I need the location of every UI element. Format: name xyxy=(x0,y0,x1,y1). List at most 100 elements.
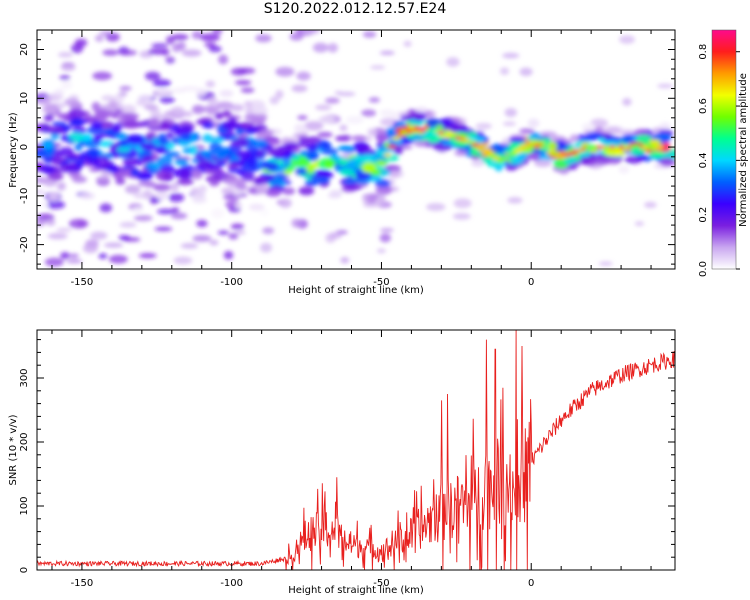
spectrogram-cell xyxy=(454,149,468,157)
spectrogram-cell xyxy=(636,134,652,144)
spectrogram-cell xyxy=(121,112,140,121)
spectrogram-cell xyxy=(519,128,535,134)
snr-xtick-label: -100 xyxy=(220,578,243,589)
spectrogram-cell xyxy=(188,145,198,155)
snr-xtick-label: -150 xyxy=(71,578,94,589)
spectrogram-cell xyxy=(502,137,511,146)
spectrogram-cell xyxy=(113,94,125,103)
spectrogram-core xyxy=(386,144,397,149)
spectrogram-speckle xyxy=(119,221,137,228)
spectrogram-speckle xyxy=(181,49,202,57)
spectrogram-speckle xyxy=(260,242,273,253)
spectrogram-cell xyxy=(43,180,57,187)
spectrogram-speckle xyxy=(173,256,193,265)
spectrogram-speckle xyxy=(74,38,88,48)
spectrogram-xlabel: Height of straight line (km) xyxy=(288,285,424,296)
spectrogram-cell xyxy=(547,141,558,151)
snr-line xyxy=(37,330,675,570)
spectrogram-cell xyxy=(176,178,194,186)
spectrogram-speckle xyxy=(218,54,229,65)
spectrogram-core xyxy=(383,153,391,157)
spectrogram-cell xyxy=(294,123,307,133)
spectrogram-speckle xyxy=(622,98,632,106)
spectrogram-speckle xyxy=(446,57,460,67)
spectrogram-cell xyxy=(490,143,505,153)
spectrogram-cell xyxy=(214,113,224,120)
spectrogram-cell xyxy=(345,115,364,124)
colorbar-ticks: 0.0 0.2 0.4 0.6 0.8 xyxy=(698,44,740,277)
spectrogram-core xyxy=(492,156,501,161)
spectrogram-speckle xyxy=(90,231,108,240)
spectrogram-cell xyxy=(135,100,146,106)
spectrogram-cell xyxy=(232,188,242,197)
spectrogram-speckle xyxy=(149,114,168,119)
spectrogram-speckle xyxy=(324,97,340,104)
spectrogram-cell xyxy=(265,188,282,197)
spectrogram-core xyxy=(517,146,526,151)
spectrogram-cell xyxy=(111,124,122,134)
spectrogram-cell xyxy=(580,156,590,165)
spectrogram-cell xyxy=(43,114,54,122)
spectrogram-speckle xyxy=(59,75,71,81)
spectrogram-cell xyxy=(604,136,622,142)
spectrogram-speckle xyxy=(297,115,308,121)
spectrogram-cell xyxy=(653,132,670,140)
spectrogram-cell xyxy=(101,95,115,102)
spectrogram-cell xyxy=(593,157,611,166)
spectrogram-cell xyxy=(209,181,220,187)
colorbar-tick-label: 0.8 xyxy=(698,44,709,60)
spectrogram-cell xyxy=(87,148,100,157)
spectrogram-speckle xyxy=(296,71,311,81)
spectrogram-cell xyxy=(393,145,403,156)
spectrogram-speckle xyxy=(68,253,79,258)
spectrogram-cell xyxy=(235,150,252,159)
spectrogram-cell xyxy=(96,155,110,162)
spectrogram-speckle xyxy=(170,212,188,220)
spectrogram-cell xyxy=(351,135,367,142)
spectrogram-cell xyxy=(427,134,438,144)
spectrogram-cell xyxy=(259,208,270,217)
spectrogram-cell xyxy=(335,135,348,142)
snr-ytick-label: 200 xyxy=(19,432,30,451)
spectrogram-cell xyxy=(621,134,634,144)
spectrogram-speckle xyxy=(379,233,392,243)
spectrogram-cell xyxy=(37,99,52,105)
spectrogram-speckle xyxy=(209,239,219,246)
spectrogram-cell xyxy=(581,123,596,131)
spectrogram-speckle xyxy=(598,261,613,266)
spectrogram-speckle xyxy=(291,84,308,93)
spectrogram-cell xyxy=(231,137,249,147)
spectrogram-speckle xyxy=(619,35,635,44)
spectrogram-cell xyxy=(508,137,526,143)
spectrogram-core xyxy=(656,145,664,149)
spectrogram-cell xyxy=(42,165,55,175)
spectrogram-cell xyxy=(337,145,352,152)
spectrogram-speckle xyxy=(362,30,377,38)
spectrogram-speckle xyxy=(403,40,412,48)
spectrogram-cell xyxy=(339,168,355,176)
spectrogram-cell xyxy=(405,113,424,119)
spectrogram-cell xyxy=(109,165,119,173)
spectrogram-cell xyxy=(132,207,144,214)
spectrogram-speckle xyxy=(180,243,199,249)
spectrogram-ytick-label: -20 xyxy=(19,236,30,252)
spectrogram-cell xyxy=(144,181,157,188)
spectrogram-cell xyxy=(241,164,259,173)
spectrogram-cell xyxy=(198,185,208,193)
spectrogram-speckle xyxy=(657,83,674,89)
spectrogram-cell xyxy=(144,104,159,111)
spectrogram-cell xyxy=(323,159,335,169)
spectrogram-cell xyxy=(352,155,366,161)
spectrogram-speckle xyxy=(230,223,245,230)
spectrogram-cell xyxy=(74,143,83,152)
snr-ytick-label: 100 xyxy=(19,496,30,515)
spectrogram-cell xyxy=(113,132,127,138)
spectrogram-cell xyxy=(71,127,87,135)
spectrogram-cell xyxy=(51,121,67,127)
spectrogram-speckle xyxy=(171,33,189,41)
spectrogram-cell xyxy=(181,86,199,92)
snr-ticks: -150 -100 -50 0 0 100 200 300 xyxy=(19,330,675,589)
spectrogram-cell xyxy=(389,170,400,178)
spectrogram-cell xyxy=(305,143,319,151)
spectrogram-cell xyxy=(137,94,152,103)
